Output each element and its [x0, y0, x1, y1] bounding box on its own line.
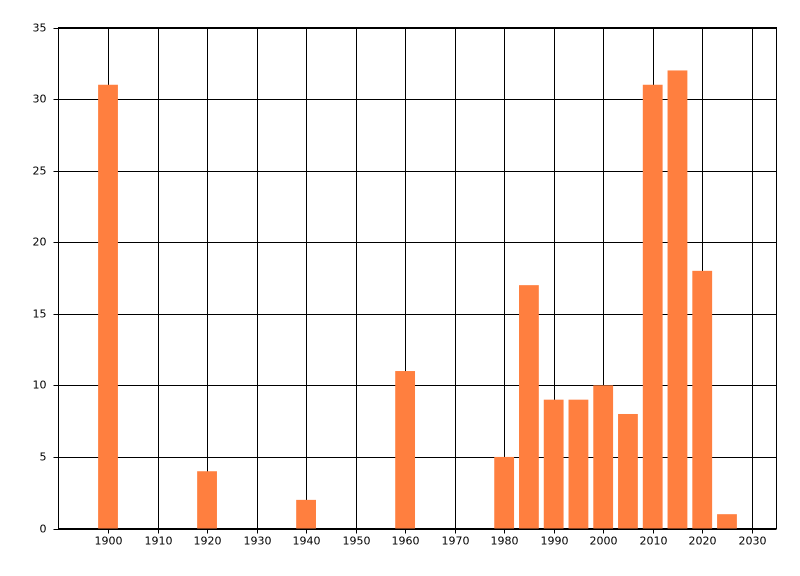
x-tick-label: 1900	[95, 535, 123, 548]
x-tick-label: 2020	[689, 535, 717, 548]
bar	[642, 84, 663, 529]
y-tick-label: 10	[33, 379, 47, 392]
bar	[692, 270, 713, 529]
y-tick-label: 15	[33, 308, 47, 321]
bar	[568, 399, 589, 529]
x-tick-label: 1950	[343, 535, 371, 548]
bar	[543, 399, 564, 529]
x-tick-label: 1910	[145, 535, 173, 548]
bar	[667, 70, 688, 529]
bar	[296, 499, 316, 529]
x-tick-label: 1960	[392, 535, 420, 548]
bar	[197, 471, 217, 529]
y-tick-label: 35	[33, 22, 47, 35]
x-tick-label: 1920	[194, 535, 222, 548]
bar	[395, 371, 416, 529]
x-tick-label: 2030	[739, 535, 767, 548]
y-tick-label: 0	[40, 523, 47, 536]
bar	[98, 84, 118, 529]
bar	[494, 456, 515, 529]
y-tick-label: 30	[33, 93, 47, 106]
y-tick-label: 20	[33, 236, 47, 249]
x-tick-label: 1970	[442, 535, 470, 548]
bar	[618, 413, 638, 529]
bar	[519, 285, 539, 529]
x-tick-label: 1940	[293, 535, 321, 548]
y-tick-label: 25	[33, 165, 47, 178]
bar	[593, 385, 614, 529]
y-tick-label: 5	[40, 451, 47, 464]
x-tick-label: 1980	[491, 535, 519, 548]
bar	[717, 514, 737, 529]
x-tick-label: 1990	[541, 535, 569, 548]
x-tick-label: 2000	[590, 535, 618, 548]
plot-frame	[58, 27, 777, 529]
x-tick-label: 1930	[244, 535, 272, 548]
x-tick-label: 2010	[640, 535, 668, 548]
